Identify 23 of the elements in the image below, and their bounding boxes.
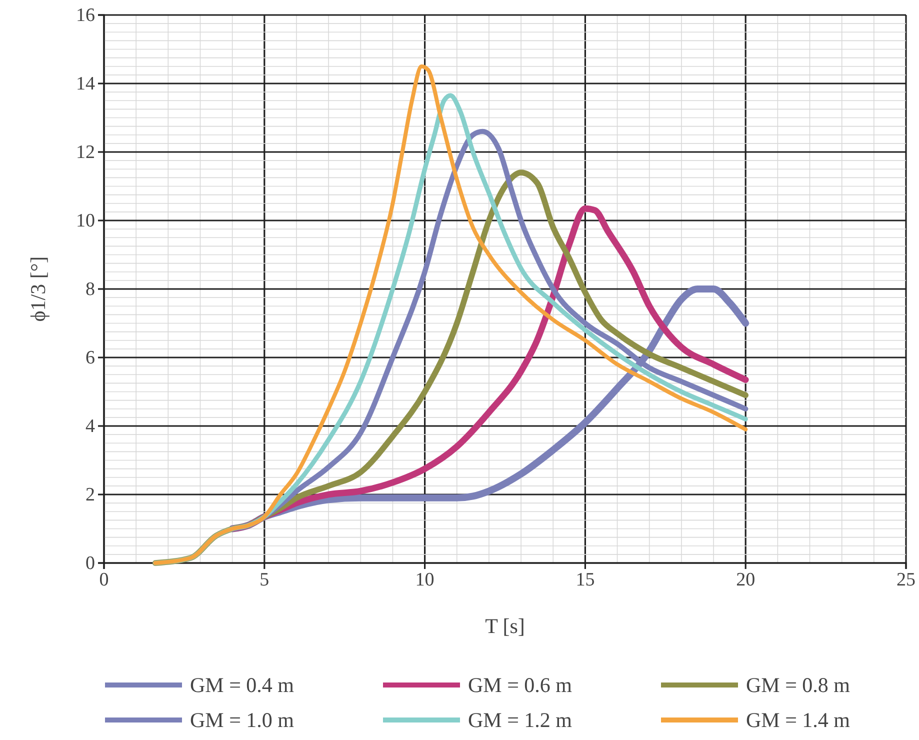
y-axis-title: ϕ1/3 [°]	[26, 256, 50, 322]
legend-label: GM = 1.0 m	[190, 708, 294, 732]
x-tick-label: 15	[576, 569, 595, 590]
y-tick-label: 0	[86, 553, 95, 574]
legend-label: GM = 0.4 m	[190, 673, 294, 697]
x-tick-label: 5	[260, 569, 270, 590]
x-axis-title: T [s]	[485, 614, 525, 638]
y-tick-label: 2	[86, 484, 95, 506]
y-tick-label: 10	[76, 210, 95, 232]
y-tick-label: 6	[86, 348, 95, 369]
x-tick-label: 20	[736, 569, 756, 590]
y-tick-label: 4	[86, 416, 96, 438]
legend-label: GM = 1.4 m	[746, 708, 850, 732]
x-tick-label: 25	[896, 569, 916, 590]
y-tick-label: 14	[76, 74, 96, 95]
y-tick-label: 8	[86, 279, 95, 300]
y-tick-label: 16	[76, 5, 95, 26]
y-tick-label: 12	[76, 142, 95, 164]
legend-label: GM = 1.2 m	[468, 708, 572, 732]
x-tick-label: 10	[415, 569, 434, 590]
legend-label: GM = 0.8 m	[746, 673, 850, 697]
x-tick-label: 0	[99, 569, 109, 590]
legend-label: GM = 0.6 m	[468, 673, 572, 697]
